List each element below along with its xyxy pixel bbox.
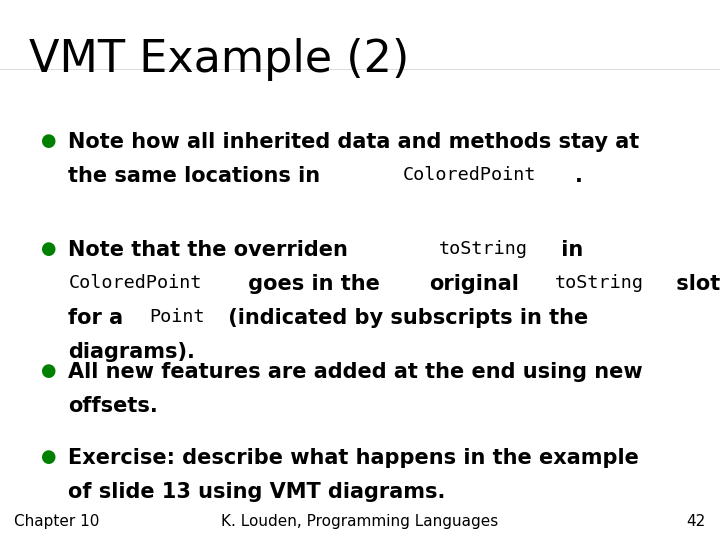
Text: diagrams).: diagrams).	[68, 342, 195, 362]
Text: ColoredPoint: ColoredPoint	[68, 274, 202, 292]
Text: .: .	[575, 166, 583, 186]
Text: Note how all inherited data and methods stay at: Note how all inherited data and methods …	[68, 132, 639, 152]
Text: ColoredPoint: ColoredPoint	[403, 166, 536, 184]
Text: (indicated by subscripts in the: (indicated by subscripts in the	[220, 308, 588, 328]
Text: slot: slot	[670, 274, 720, 294]
Text: for a: for a	[68, 308, 131, 328]
Text: All new features are added at the end using new: All new features are added at the end us…	[68, 362, 643, 382]
Text: Chapter 10: Chapter 10	[14, 514, 100, 529]
Text: Note that the overriden: Note that the overriden	[68, 240, 356, 260]
Text: 42: 42	[686, 514, 706, 529]
Text: toString: toString	[439, 240, 528, 258]
Text: K. Louden, Programming Languages: K. Louden, Programming Languages	[221, 514, 499, 529]
Text: original: original	[429, 274, 519, 294]
Text: in: in	[554, 240, 583, 260]
Text: goes in the: goes in the	[240, 274, 387, 294]
Text: offsets.: offsets.	[68, 396, 158, 416]
Text: ●: ●	[40, 448, 55, 466]
Text: the same locations in: the same locations in	[68, 166, 328, 186]
Text: ●: ●	[40, 132, 55, 150]
Text: Point: Point	[149, 308, 204, 326]
Text: ●: ●	[40, 362, 55, 380]
Text: of slide 13 using VMT diagrams.: of slide 13 using VMT diagrams.	[68, 482, 446, 502]
Text: Exercise: describe what happens in the example: Exercise: describe what happens in the e…	[68, 448, 639, 468]
Text: toString: toString	[554, 274, 644, 292]
Text: VMT Example (2): VMT Example (2)	[29, 38, 409, 81]
Text: ●: ●	[40, 240, 55, 258]
